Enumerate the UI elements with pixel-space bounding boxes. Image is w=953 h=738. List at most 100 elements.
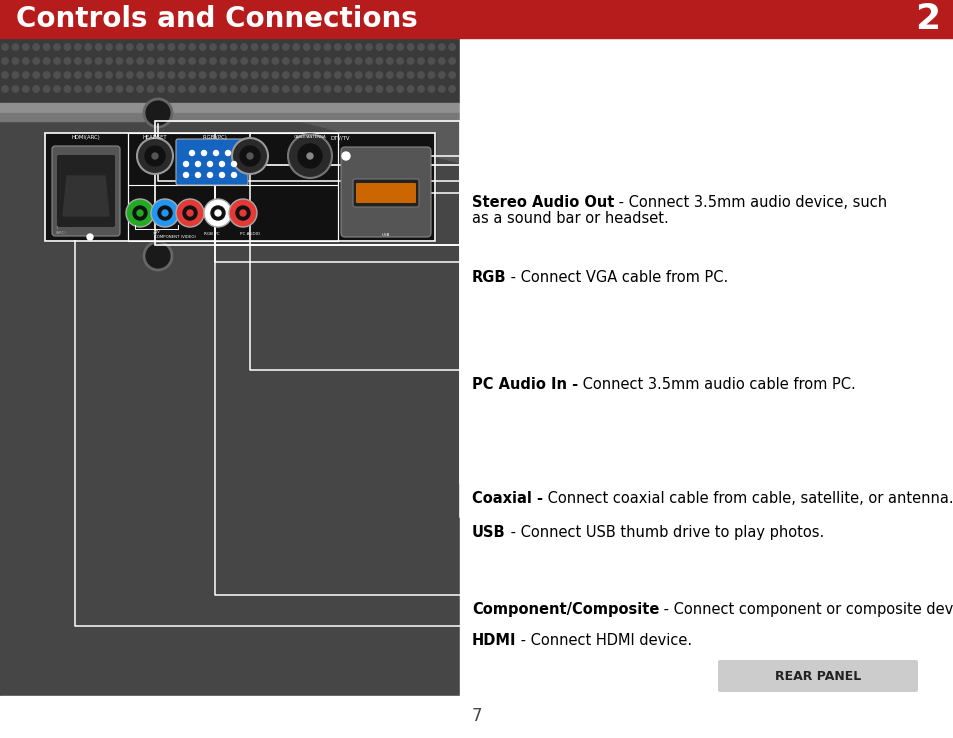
Circle shape: [12, 72, 18, 78]
Circle shape: [252, 72, 257, 78]
Circle shape: [85, 58, 91, 64]
Circle shape: [64, 86, 71, 92]
Circle shape: [324, 86, 331, 92]
Circle shape: [148, 86, 153, 92]
Circle shape: [303, 72, 310, 78]
Circle shape: [2, 72, 9, 78]
Circle shape: [272, 86, 278, 92]
Text: 7: 7: [471, 707, 482, 725]
Circle shape: [12, 86, 18, 92]
Circle shape: [417, 58, 424, 64]
Circle shape: [116, 72, 123, 78]
Circle shape: [137, 210, 143, 216]
Circle shape: [74, 58, 81, 64]
Circle shape: [137, 86, 143, 92]
Circle shape: [303, 86, 310, 92]
Text: - Connect HDMI device.: - Connect HDMI device.: [516, 633, 692, 648]
Circle shape: [127, 58, 132, 64]
Circle shape: [95, 44, 102, 50]
Circle shape: [168, 58, 174, 64]
Circle shape: [148, 72, 153, 78]
Circle shape: [386, 86, 393, 92]
Circle shape: [438, 58, 444, 64]
Circle shape: [178, 58, 185, 64]
Circle shape: [303, 58, 310, 64]
Circle shape: [214, 210, 221, 216]
Circle shape: [199, 44, 206, 50]
Circle shape: [126, 199, 153, 227]
Circle shape: [345, 86, 351, 92]
Circle shape: [438, 72, 444, 78]
Circle shape: [232, 173, 236, 178]
Bar: [0, 113, 459, 121]
Bar: [0, 696, 953, 738]
Circle shape: [252, 86, 257, 92]
Circle shape: [12, 44, 18, 50]
Circle shape: [95, 58, 102, 64]
Circle shape: [365, 86, 372, 92]
Circle shape: [204, 199, 232, 227]
Circle shape: [345, 72, 351, 78]
Circle shape: [74, 72, 81, 78]
Circle shape: [157, 72, 164, 78]
Circle shape: [74, 44, 81, 50]
Circle shape: [85, 86, 91, 92]
Circle shape: [396, 44, 403, 50]
Circle shape: [241, 86, 247, 92]
Bar: [45, 133, 435, 241]
Circle shape: [231, 86, 236, 92]
Circle shape: [428, 86, 435, 92]
Circle shape: [137, 72, 143, 78]
Circle shape: [375, 58, 382, 64]
Circle shape: [168, 72, 174, 78]
Circle shape: [157, 86, 164, 92]
Circle shape: [407, 58, 414, 64]
Circle shape: [43, 72, 50, 78]
Circle shape: [33, 86, 39, 92]
Circle shape: [64, 58, 71, 64]
Text: Stereo Audio Out: Stereo Audio Out: [472, 195, 614, 210]
Circle shape: [189, 86, 195, 92]
Circle shape: [189, 44, 195, 50]
Circle shape: [33, 72, 39, 78]
Circle shape: [148, 44, 153, 50]
Circle shape: [417, 44, 424, 50]
Circle shape: [132, 206, 147, 220]
Circle shape: [64, 72, 71, 78]
Circle shape: [341, 152, 350, 160]
Circle shape: [324, 44, 331, 50]
FancyBboxPatch shape: [175, 139, 248, 185]
Circle shape: [199, 86, 206, 92]
Circle shape: [95, 72, 102, 78]
Circle shape: [199, 72, 206, 78]
Circle shape: [428, 72, 435, 78]
Text: HEADSET: HEADSET: [143, 135, 167, 140]
Circle shape: [314, 72, 320, 78]
Circle shape: [355, 86, 361, 92]
Circle shape: [297, 144, 322, 168]
Circle shape: [116, 44, 123, 50]
Circle shape: [386, 58, 393, 64]
Circle shape: [43, 58, 50, 64]
Text: DTV/TV: DTV/TV: [330, 135, 350, 140]
Circle shape: [106, 58, 112, 64]
Circle shape: [220, 58, 227, 64]
Circle shape: [189, 72, 195, 78]
Circle shape: [144, 99, 172, 127]
Circle shape: [307, 153, 313, 159]
Circle shape: [195, 173, 200, 178]
Text: - Connect USB thumb drive to play photos.: - Connect USB thumb drive to play photos…: [505, 525, 823, 540]
Circle shape: [272, 44, 278, 50]
Circle shape: [232, 138, 268, 174]
Circle shape: [127, 72, 132, 78]
Circle shape: [43, 86, 50, 92]
Circle shape: [232, 162, 236, 167]
Circle shape: [365, 72, 372, 78]
Circle shape: [106, 44, 112, 50]
Bar: [459, 38, 953, 696]
Circle shape: [417, 86, 424, 92]
Circle shape: [365, 58, 372, 64]
Circle shape: [231, 72, 236, 78]
Bar: [0, 38, 459, 696]
Circle shape: [252, 44, 257, 50]
